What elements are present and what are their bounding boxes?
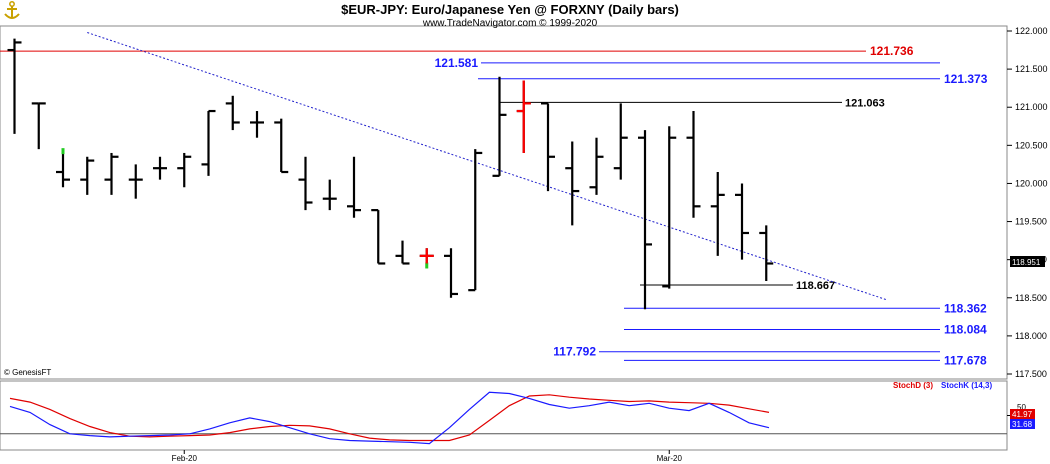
last-price-tag: 118.951	[1012, 258, 1041, 267]
anchor-icon[interactable]	[4, 1, 20, 19]
level-label: 117.678	[944, 353, 987, 367]
ohlc-bar	[710, 172, 725, 256]
ohlc-bar	[80, 156, 95, 195]
ohlc-bar	[298, 156, 313, 211]
highlight-bar	[516, 80, 531, 153]
price-tick-label: 117.500	[1015, 369, 1047, 379]
ohlc-bar	[541, 102, 555, 192]
ohlc-bar	[153, 156, 167, 180]
price-tick-label: 118.500	[1015, 293, 1047, 303]
stoch-d-value-tag: 41.97	[1012, 410, 1033, 419]
ohlc-bar	[686, 111, 701, 218]
price-tick-label: 121.000	[1015, 102, 1048, 112]
level-label: 118.362	[944, 301, 987, 315]
legend-stoch-k: StochK (14,3)	[941, 381, 992, 390]
ohlc-bar	[371, 209, 386, 265]
highlight-bar	[419, 248, 434, 264]
ohlc-bar	[468, 149, 483, 292]
level-label: 121.736	[870, 44, 914, 58]
ohlc-bar	[128, 164, 143, 199]
ohlc-bar	[638, 130, 652, 310]
ohlc-bar	[250, 111, 264, 138]
date-label: Feb-20	[172, 454, 198, 463]
ohlc-bar	[492, 76, 507, 177]
ohlc-bar	[565, 141, 580, 226]
price-tick-label: 118.000	[1015, 331, 1047, 341]
ohlc-bar	[7, 38, 22, 134]
ohlc-bar	[759, 225, 774, 282]
level-label: 118.084	[944, 322, 987, 336]
level-label: 121.581	[435, 56, 479, 70]
chart-title: $EUR-JPY: Euro/Japanese Yen @ FORXNY (Da…	[341, 2, 679, 17]
ohlc-bar	[322, 179, 337, 211]
ohlc-bar	[589, 137, 604, 195]
ohlc-bar	[662, 126, 677, 289]
ohlc-bar	[395, 240, 410, 265]
ohlc-bar	[274, 118, 289, 174]
ohlc-bar	[104, 152, 119, 195]
price-tick-label: 120.000	[1015, 178, 1048, 188]
ohlc-bar	[735, 183, 749, 260]
ohlc-bar	[444, 248, 458, 298]
chart-subtitle: www.TradeNavigator.com © 1999-2020	[422, 18, 598, 29]
stoch-k-value-tag: 31.68	[1012, 420, 1033, 429]
level-label: 121.373	[944, 72, 988, 86]
level-label: 118.667	[796, 280, 835, 292]
stoch-k-line	[9, 391, 770, 445]
stoch-tick-50: 50	[1017, 403, 1026, 412]
trendline	[87, 32, 888, 301]
watermark: © GenesisFT	[4, 368, 51, 377]
ohlc-bar	[225, 95, 240, 131]
legend-stoch-d: StochD (3)	[893, 381, 933, 390]
price-tick-label: 122.000	[1015, 26, 1048, 36]
price-tick-label: 121.500	[1015, 64, 1048, 74]
level-label: 121.063	[845, 97, 885, 109]
price-tick-label: 119.500	[1015, 217, 1047, 227]
ohlc-bar	[201, 109, 216, 176]
ohlc-bar	[347, 156, 361, 218]
ohlc-bar	[613, 103, 628, 180]
ohlc-bar	[177, 152, 192, 188]
date-label: Mar-20	[657, 454, 683, 463]
level-label: 117.792	[553, 345, 596, 359]
ohlc-bar	[31, 102, 46, 150]
price-tick-label: 120.500	[1015, 140, 1048, 150]
ohlc-bar	[56, 149, 70, 188]
